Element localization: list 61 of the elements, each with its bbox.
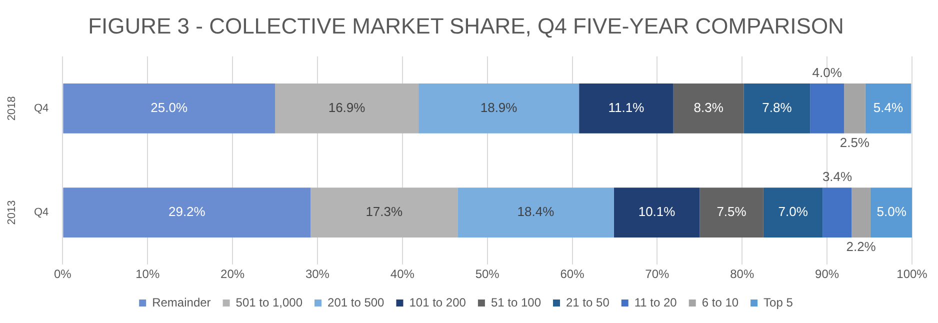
bar — [852, 188, 870, 238]
bar — [673, 83, 744, 134]
x-tick-label: 40% — [390, 267, 415, 282]
data-label: 11.1% — [608, 100, 645, 116]
chart-title: FIGURE 3 - COLLECTIVE MARKET SHARE, Q4 FIVE-YEAR COMPARISON — [88, 13, 844, 38]
bar — [822, 188, 852, 238]
legend-label: Remainder — [152, 295, 211, 310]
data-label: 2.5% — [840, 135, 870, 150]
x-tick-label: 20% — [220, 267, 245, 282]
x-tick-label: 70% — [645, 267, 670, 282]
bar — [744, 83, 810, 134]
bar — [275, 83, 419, 134]
y-tick-label: Q4 — [34, 102, 49, 114]
data-label: 18.4% — [517, 204, 555, 220]
y-tick-label: Q4 — [34, 206, 49, 219]
data-label: 29.2% — [168, 204, 206, 220]
x-tick-label: 0% — [54, 267, 72, 282]
data-label: 7.0% — [778, 204, 808, 220]
x-tick-label: 60% — [560, 267, 585, 282]
legend-label: 51 to 100 — [490, 295, 542, 310]
data-label: 8.3% — [694, 100, 724, 116]
legend-label: 11 to 20 — [634, 295, 678, 310]
legend-label: 6 to 10 — [702, 295, 739, 310]
data-label: 5.4% — [873, 100, 904, 116]
x-tick-label: 50% — [475, 267, 500, 282]
bar — [418, 83, 580, 134]
bar — [63, 83, 276, 134]
data-label: 25.0% — [150, 100, 188, 116]
data-label: 3.4% — [822, 169, 853, 184]
bar — [763, 188, 823, 238]
legend-label: Top 5 — [764, 295, 794, 310]
bar — [865, 83, 912, 134]
text: 2013 — [6, 200, 18, 225]
data-label: 2.2% — [846, 239, 876, 254]
legend-label: 201 to 500 — [328, 295, 385, 310]
legend-label: 501 to 1,000 — [236, 295, 303, 310]
bar — [614, 188, 700, 238]
data-label: 7.5% — [716, 204, 747, 220]
text: 2018 — [6, 96, 18, 121]
x-tick-label: 100% — [896, 267, 928, 282]
legend-label: 101 to 200 — [409, 295, 466, 310]
bar — [458, 188, 614, 238]
data-label: 4.0% — [812, 65, 842, 80]
bar — [810, 83, 844, 134]
x-tick-label: 90% — [815, 267, 840, 282]
data-label: 16.9% — [328, 100, 366, 116]
data-label: 17.3% — [366, 204, 404, 220]
data-label: 18.9% — [480, 100, 518, 116]
bar — [579, 83, 674, 134]
bar — [870, 188, 912, 238]
bar — [310, 188, 458, 238]
bar — [844, 83, 866, 134]
data-label: 5.0% — [876, 204, 907, 220]
bar — [700, 188, 764, 238]
bar — [63, 188, 311, 238]
legend-label: 21 to 50 — [566, 295, 610, 310]
x-tick-label: 80% — [730, 267, 754, 282]
data-label: 10.1% — [638, 204, 676, 220]
x-tick-label: 10% — [136, 267, 160, 282]
x-tick-label: 30% — [305, 267, 330, 282]
data-label: 7.8% — [762, 100, 792, 116]
